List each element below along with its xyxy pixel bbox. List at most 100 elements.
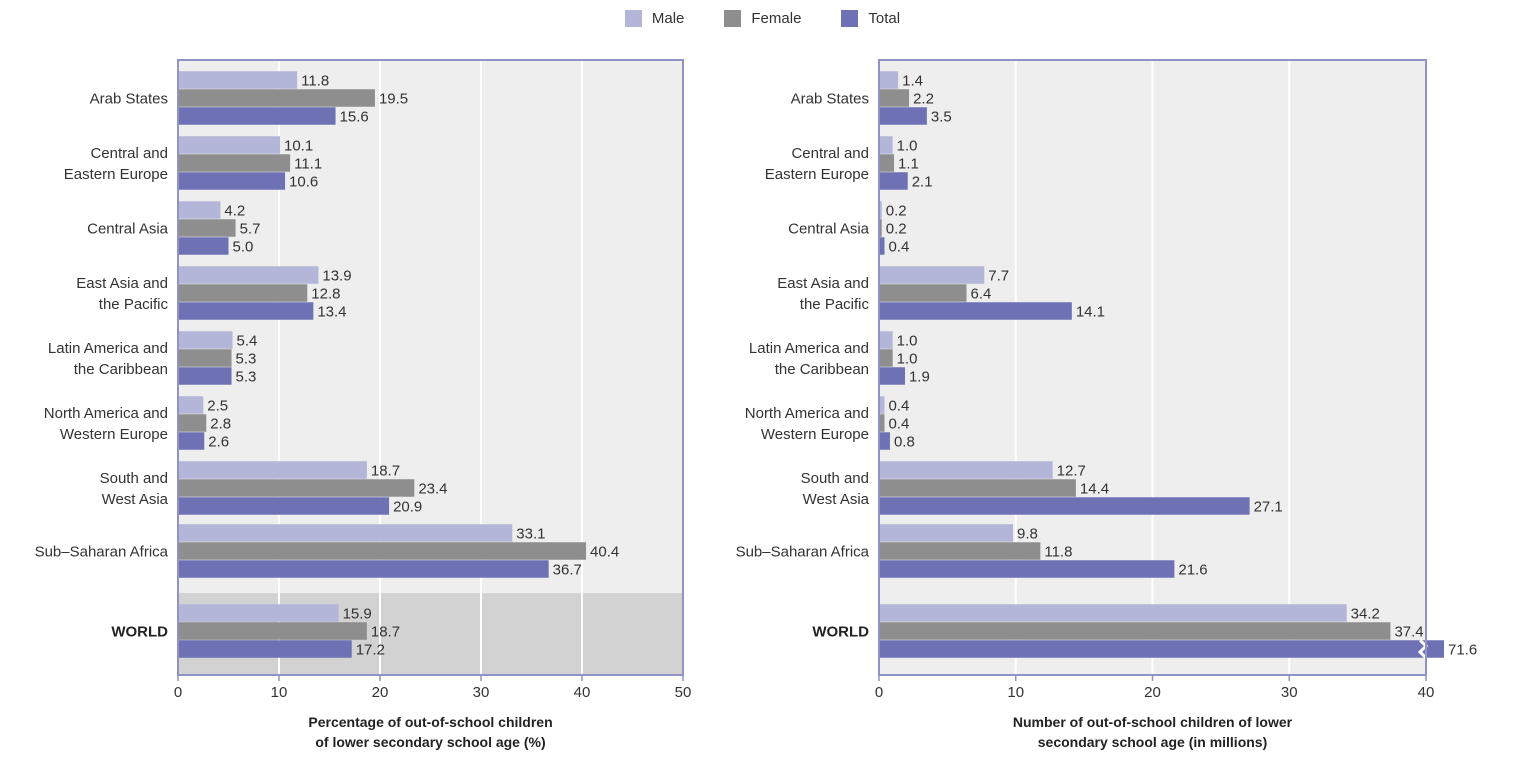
number-chart-bar-female — [879, 622, 1391, 640]
percentage-chart-value-label: 2.6 — [208, 434, 229, 451]
percentage-chart-value-label: 2.8 — [210, 416, 231, 433]
number-chart-bar-total — [879, 497, 1250, 515]
number-chart-category-label-line: East Asia and — [777, 275, 869, 292]
percentage-chart-bar-total — [178, 367, 232, 385]
percentage-chart-axis-title: of lower secondary school age (%) — [315, 734, 545, 750]
percentage-chart-bar-female — [178, 479, 415, 497]
number-chart-value-label: 9.8 — [1017, 526, 1038, 543]
percentage-chart-value-label: 40.4 — [590, 544, 619, 561]
legend-label-total: Total — [868, 9, 901, 27]
percentage-chart-value-label: 18.7 — [371, 624, 400, 641]
number-chart-bar-male — [879, 461, 1053, 479]
number-chart-value-label: 7.7 — [988, 268, 1009, 285]
legend-swatch-female — [724, 9, 742, 27]
number-chart-bar-female — [879, 414, 885, 432]
number-chart-category-label: North America and Western Europe — [745, 405, 869, 443]
number-chart-value-label: 1.0 — [897, 333, 918, 350]
number-chart-category-label-line: Arab States — [791, 91, 869, 108]
number-chart-category-label: Central Asia — [788, 221, 870, 238]
number-chart-value-label: 0.8 — [894, 434, 915, 451]
percentage-chart-value-label: 5.3 — [236, 369, 257, 386]
percentage-chart-category-label: Arab States — [90, 91, 168, 108]
number-chart-value-label: 37.4 — [1394, 624, 1423, 641]
percentage-chart-category-label: Latin America and the Caribbean — [48, 340, 168, 378]
percentage-chart-category-label-line: the Caribbean — [74, 361, 168, 378]
number-chart-value-label: 2.1 — [912, 174, 933, 191]
number-chart-axis-break — [1417, 639, 1429, 659]
percentage-chart-bar-total — [178, 497, 390, 515]
percentage-chart-category-label: North America and Western Europe — [44, 405, 168, 443]
number-chart-bar-female — [879, 219, 882, 237]
percentage-chart-tick-label: 0 — [174, 684, 182, 701]
number-chart-value-label: 0.2 — [886, 203, 907, 220]
number-chart-category-label: Arab States — [791, 91, 869, 108]
percentage-chart-axis-title: Percentage of out-of-school children — [308, 714, 552, 730]
number-chart-bar-female — [879, 154, 895, 172]
percentage-chart-bar-female — [178, 219, 236, 237]
legend-label-female: Female — [751, 9, 802, 27]
number-chart-category-label: South and West Asia — [801, 470, 870, 508]
number-chart-value-label: 2.2 — [913, 91, 934, 108]
number-chart-bar-male — [879, 71, 899, 89]
number-chart-value-label: 1.0 — [897, 351, 918, 368]
percentage-chart-tick-label: 10 — [271, 684, 288, 701]
number-chart-bar-female — [879, 349, 893, 367]
number-chart-category-label-line: Central Asia — [788, 221, 870, 238]
percentage-chart-category-label-line: Latin America and — [48, 340, 168, 357]
percentage-chart-bar-male — [178, 136, 281, 154]
percentage-chart-category-label: WORLD — [111, 624, 168, 641]
number-chart-bar-total — [879, 367, 905, 385]
number-chart-category-label-line: Eastern Europe — [765, 166, 869, 183]
percentage-chart-category-label-line: Central and — [90, 145, 168, 162]
percentage-chart-category-label: Central Asia — [87, 221, 169, 238]
percentage-chart-value-label: 10.1 — [284, 138, 313, 155]
number-chart-value-label: 11.8 — [1044, 544, 1072, 561]
number-chart-bar-female — [879, 542, 1041, 560]
number-chart-bar-male — [879, 524, 1014, 542]
percentage-chart-bar-female — [178, 89, 375, 107]
percentage-chart: 11.8 10.1 4.2 13.9 5.4 2.5 18.7 33.1 15.9 19.5 11.… — [35, 59, 692, 750]
number-chart-bar-total — [879, 640, 1444, 658]
legend: Male Female Total — [0, 6, 1525, 30]
percentage-chart-bar-female — [178, 542, 587, 560]
percentage-chart-category-label-line: WORLD — [111, 624, 168, 641]
percentage-chart-category-label-line: Eastern Europe — [64, 166, 168, 183]
percentage-chart-bar-total — [178, 640, 352, 658]
percentage-chart-category-label-line: Sub–Saharan Africa — [35, 544, 169, 561]
percentage-chart-bar-total — [178, 302, 314, 320]
number-chart-value-label: 14.1 — [1076, 304, 1105, 321]
number-chart-bar-male — [879, 201, 882, 219]
number-chart-category-label: Central and Eastern Europe — [765, 145, 869, 183]
percentage-chart-bar-male — [178, 524, 513, 542]
percentage-chart-value-label: 15.6 — [340, 109, 369, 126]
legend-item-female: Female — [724, 6, 801, 30]
percentage-chart-value-label: 2.5 — [207, 398, 228, 415]
number-chart-bar-female — [879, 284, 967, 302]
number-chart-value-label: 34.2 — [1351, 606, 1380, 623]
percentage-chart-value-label: 19.5 — [379, 91, 408, 108]
number-chart-category-label: Sub–Saharan Africa — [736, 544, 870, 561]
number-chart-tick-label: 0 — [875, 684, 883, 701]
percentage-chart-bar-total — [178, 560, 549, 578]
number-chart-category-label-line: the Caribbean — [775, 361, 869, 378]
number-chart-value-label: 3.5 — [931, 109, 952, 126]
number-chart-value-label: 0.2 — [886, 221, 907, 238]
number-chart-bar-total — [879, 172, 908, 190]
percentage-chart-tick-label: 20 — [372, 684, 389, 701]
number-chart-bar-male — [879, 331, 893, 349]
percentage-chart-value-label: 5.0 — [233, 239, 254, 256]
number-chart-value-label: 0.4 — [888, 239, 909, 256]
percentage-chart-bar-male — [178, 71, 298, 89]
percentage-chart-tick-label: 50 — [675, 684, 692, 701]
percentage-chart-category-label-line: North America and — [44, 405, 168, 422]
percentage-chart-category-label-line: the Pacific — [99, 296, 169, 313]
number-chart-category-label-line: Central and — [791, 145, 869, 162]
percentage-chart-value-label: 11.1 — [294, 156, 322, 173]
number-chart-value-label: 0.4 — [888, 398, 909, 415]
number-chart-category-label-line: WORLD — [812, 624, 869, 641]
number-chart-category-label: East Asia and the Pacific — [777, 275, 869, 313]
percentage-chart-tick-label: 40 — [574, 684, 591, 701]
number-chart-value-label: 1.0 — [897, 138, 918, 155]
legend-item-male: Male — [624, 6, 684, 30]
